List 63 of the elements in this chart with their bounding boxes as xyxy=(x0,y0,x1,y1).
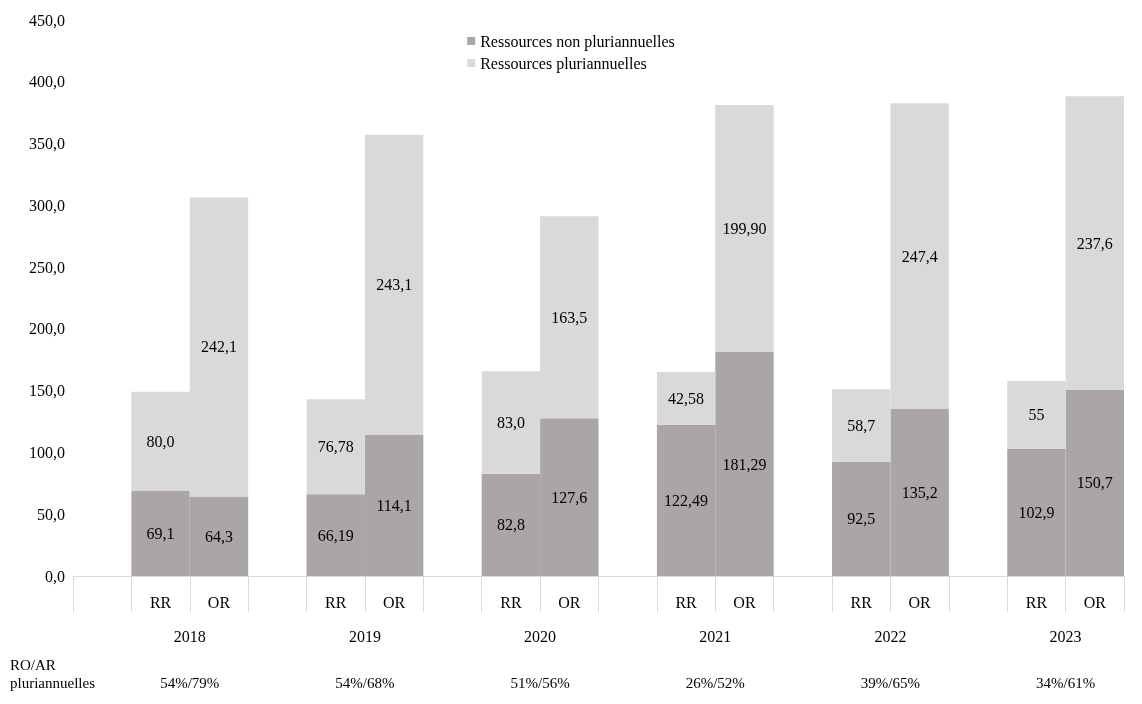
bar xyxy=(656,372,716,425)
x-tick-label: RR xyxy=(675,593,698,611)
data-label: 114,1 xyxy=(376,497,412,515)
text: 2023 xyxy=(1049,627,1082,645)
y-tick-label: 350,0 xyxy=(29,135,65,153)
data-label: 42,58 xyxy=(668,389,705,407)
text: 2018 xyxy=(173,627,206,645)
x-tick-label: OR xyxy=(733,593,756,611)
data-label: 66,19 xyxy=(317,526,354,544)
y-tick-label: 200,0 xyxy=(29,320,65,338)
text: 2021 xyxy=(699,627,732,645)
text: 2019 xyxy=(348,627,381,645)
data-label: 150,7 xyxy=(1076,474,1113,492)
x-tick-label: RR xyxy=(1025,593,1048,611)
data-label: 247,4 xyxy=(901,247,938,265)
x-tick-label: OR xyxy=(558,593,581,611)
y-tick-label: 450,0 xyxy=(29,11,65,29)
data-label: 58,7 xyxy=(847,416,876,434)
data-label: 242,1 xyxy=(200,338,237,356)
text: 54%/79% xyxy=(160,675,220,691)
y-tick-label: 250,0 xyxy=(29,258,65,276)
x-tick-label: OR xyxy=(1083,593,1107,611)
data-label: 76,78 xyxy=(317,438,354,456)
text: 2022 xyxy=(874,627,907,645)
data-label: 181,29 xyxy=(722,455,767,473)
legend-label: Ressources non pluriannuelles xyxy=(480,32,675,51)
y-tick-label: 100,0 xyxy=(29,443,65,461)
text: 39%/65% xyxy=(860,675,921,691)
x-tick-label: RR xyxy=(149,593,172,611)
x-tick-label: OR xyxy=(207,593,231,611)
x-tick-label: RR xyxy=(850,593,873,611)
data-label: 102,9 xyxy=(1018,503,1055,521)
data-label: 199,90 xyxy=(722,220,767,238)
text: 34%/61% xyxy=(1036,675,1096,691)
legend-label: Ressources pluriannuelles xyxy=(480,54,647,73)
text: 54%/68% xyxy=(335,675,395,691)
y-tick-label: 0,0 xyxy=(45,567,65,585)
y-tick-label: 300,0 xyxy=(29,196,65,214)
data-label: 122,49 xyxy=(664,491,709,509)
x-tick-label: OR xyxy=(908,593,932,611)
data-label: 55 xyxy=(1028,406,1045,424)
bar xyxy=(715,105,774,353)
data-label: 83,0 xyxy=(496,413,525,431)
text: 26%/52% xyxy=(685,675,745,691)
data-label: 135,2 xyxy=(901,483,938,501)
text: RO/AR pluriannuelles xyxy=(10,657,96,691)
data-label: 80,0 xyxy=(146,432,175,450)
data-label: 163,5 xyxy=(551,308,588,326)
y-tick-label: 150,0 xyxy=(29,382,65,400)
data-label: 243,1 xyxy=(376,276,413,294)
data-label: 237,6 xyxy=(1076,234,1113,252)
data-label: 64,3 xyxy=(204,527,233,545)
x-tick-label: RR xyxy=(500,593,522,611)
x-tick-label: OR xyxy=(383,593,406,611)
x-tick-label: RR xyxy=(325,593,347,611)
y-tick-label: 50,0 xyxy=(37,505,65,523)
data-label: 92,5 xyxy=(847,510,876,528)
text: 2020 xyxy=(524,627,557,645)
data-label: 127,6 xyxy=(551,488,588,506)
data-label: 82,8 xyxy=(496,516,525,534)
y-tick-label: 400,0 xyxy=(29,73,65,91)
data-label: 69,1 xyxy=(146,524,175,542)
text: 51%/56% xyxy=(510,675,570,691)
